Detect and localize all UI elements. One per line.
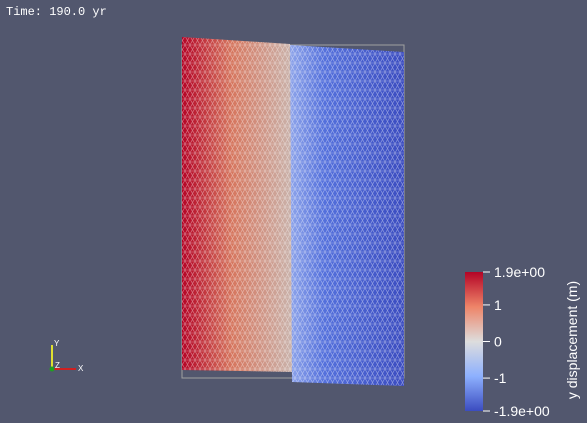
time-label: Time: 190.0 yr [6,5,107,19]
tick-label: 1.9e+00 [494,264,545,280]
mesh-render [181,37,405,386]
axis-label: Y [54,339,60,348]
tick-label: -1 [494,370,507,386]
tick-label: -1.9e+00 [494,403,550,419]
axis-label: X [78,364,84,373]
axes-triad: Y X Z [49,339,84,373]
tick-label: 1 [494,297,502,313]
colorbar-title: y displacement (m) [564,281,580,399]
axis-label: Z [55,361,60,370]
colorbar [465,272,483,411]
tick-label: 0 [494,334,502,350]
